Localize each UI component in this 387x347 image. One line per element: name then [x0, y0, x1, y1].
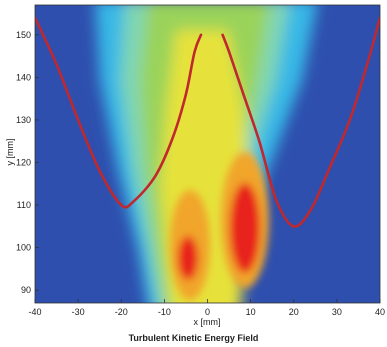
heatmap-field	[35, 5, 380, 303]
x-axis-label: x [mm]	[194, 317, 221, 327]
overlay-curve-left	[35, 16, 203, 209]
y-axis-label: y [mm]	[5, 139, 15, 166]
y-tick-label: 100	[16, 243, 31, 253]
y-tick-label: 130	[16, 115, 31, 125]
x-tick-label: 20	[289, 307, 299, 317]
y-tick-label: 90	[21, 285, 31, 295]
field-zone-red-right	[230, 183, 260, 273]
x-axis-ticks: -40 -30 -20 -10 0 10 20 30 40	[28, 299, 385, 317]
overlay-curve-right	[221, 16, 380, 228]
x-tick-label: -10	[158, 307, 171, 317]
y-tick-label: 150	[16, 30, 31, 40]
x-tick-label: -30	[72, 307, 85, 317]
y-tick-label: 120	[16, 158, 31, 168]
x-tick-label: -20	[115, 307, 128, 317]
overlay-curves	[35, 16, 380, 228]
x-tick-label: 30	[332, 307, 342, 317]
chart-caption: Turbulent Kinetic Energy Field	[128, 333, 259, 343]
y-axis-ticks: 90 100 110 120 130 140 150	[16, 30, 39, 295]
x-tick-label: 10	[246, 307, 256, 317]
x-tick-label: -40	[28, 307, 41, 317]
x-tick-label: 40	[375, 307, 385, 317]
y-tick-label: 140	[16, 72, 31, 82]
y-tick-label: 110	[17, 200, 31, 210]
field-zone-red-left	[178, 236, 198, 280]
x-tick-label: 0	[205, 307, 210, 317]
